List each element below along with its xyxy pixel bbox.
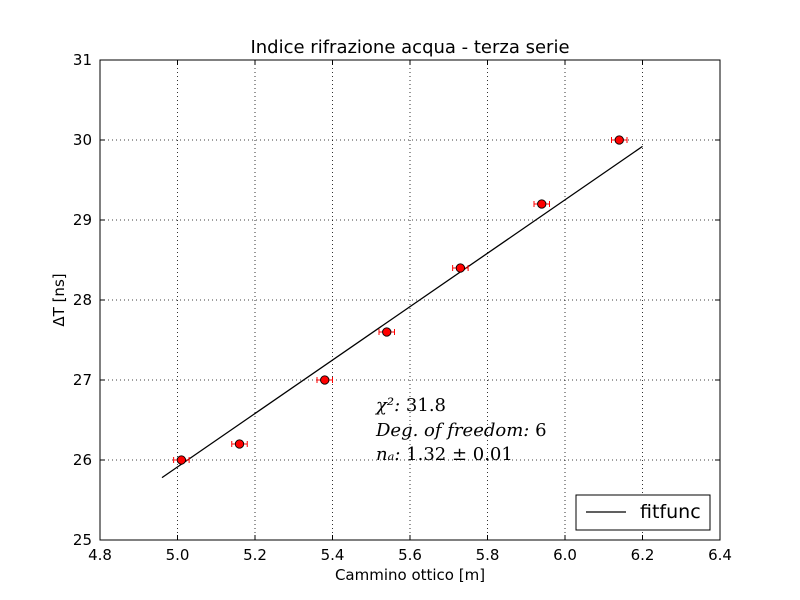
y-axis-label: ΔT [ns] xyxy=(50,273,68,326)
data-point xyxy=(320,375,330,385)
fit-line-group xyxy=(161,145,643,479)
chi2-annotation: χ²: 31.8 xyxy=(374,395,446,416)
x-tick-label: 5.8 xyxy=(476,546,500,564)
data-point xyxy=(455,263,466,273)
data-point xyxy=(614,135,624,145)
fit-annotations: χ²: 31.8 Deg. of freedom: 6 nₐ: 1.32 ± 0… xyxy=(374,395,547,465)
n-label: nₐ: xyxy=(376,444,406,465)
dof-value: 6 xyxy=(535,420,546,441)
data-point xyxy=(234,439,245,449)
y-tick-label: 27 xyxy=(73,371,92,389)
x-tick-label: 5.4 xyxy=(321,546,345,564)
dof-annotation: Deg. of freedom: 6 xyxy=(375,420,547,441)
legend-label-fitfunc: fitfunc xyxy=(640,501,701,523)
x-tick-label: 4.8 xyxy=(88,546,112,564)
x-axis-label: Cammino ottico [m] xyxy=(335,566,485,584)
x-tick-label: 5.0 xyxy=(166,546,190,564)
chi2-label: χ²: xyxy=(374,395,406,416)
n-annotation: nₐ: 1.32 ± 0.01 xyxy=(376,444,513,465)
y-tick-label: 31 xyxy=(73,51,92,69)
x-tick-label: 6.2 xyxy=(631,546,655,564)
fit-line xyxy=(161,145,643,479)
dof-label: Deg. of freedom: xyxy=(375,420,535,441)
y-tick-label: 25 xyxy=(73,531,92,549)
data-point xyxy=(176,455,187,465)
y-tick-label: 29 xyxy=(73,211,92,229)
x-tick-label: 5.2 xyxy=(243,546,267,564)
x-axis-ticks: 4.8 5.0 5.2 5.4 5.6 5.8 6.0 6.2 6.4 xyxy=(88,60,732,564)
y-axis-ticks: 25 26 27 28 29 30 31 xyxy=(73,51,720,549)
y-tick-label: 30 xyxy=(73,131,92,149)
y-tick-label: 28 xyxy=(73,291,92,309)
legend: fitfunc xyxy=(575,494,711,531)
data-points xyxy=(173,135,628,465)
y-tick-label: 26 xyxy=(73,451,92,469)
n-value: 1.32 ± 0.01 xyxy=(406,444,513,465)
x-tick-label: 6.4 xyxy=(708,546,732,564)
chart-title: Indice rifrazione acqua - terza serie xyxy=(250,37,569,58)
chi2-value: 31.8 xyxy=(406,395,446,416)
data-point xyxy=(382,327,392,337)
data-point xyxy=(537,199,547,209)
x-tick-label: 6.0 xyxy=(553,546,577,564)
x-tick-label: 5.6 xyxy=(398,546,422,564)
